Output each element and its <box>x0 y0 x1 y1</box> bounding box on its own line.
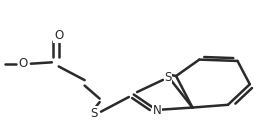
Text: S: S <box>90 107 98 119</box>
Text: O: O <box>19 57 28 70</box>
Text: N: N <box>153 104 161 117</box>
Text: S: S <box>164 71 172 84</box>
Text: O: O <box>54 29 63 42</box>
